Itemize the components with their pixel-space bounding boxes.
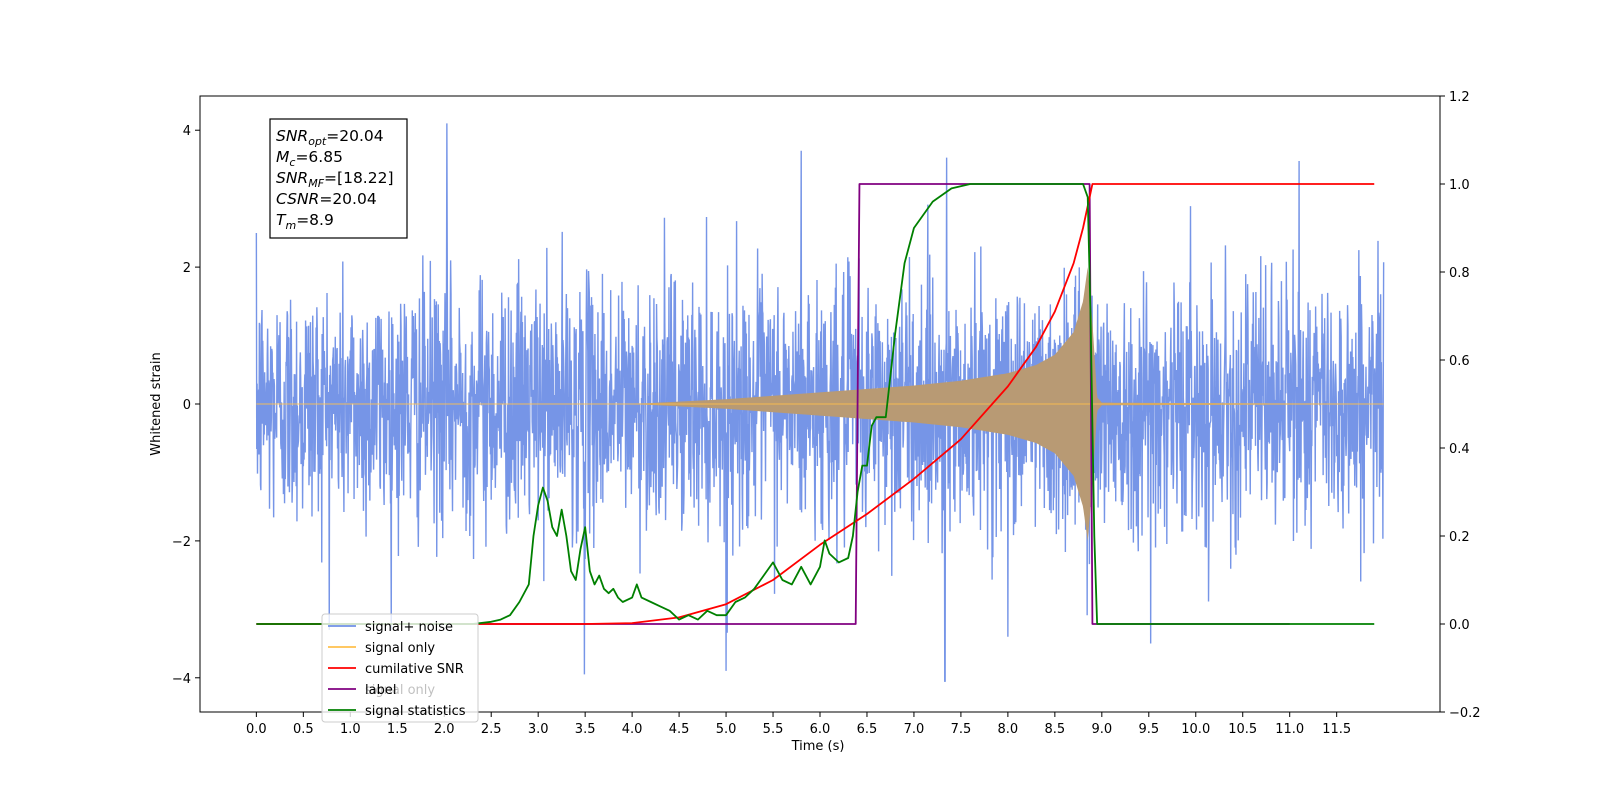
y2-axis-ticks: −0.2 0.0 0.2 0.4 0.6 0.8 1.0 1.2 [1440, 90, 1481, 721]
info-box-frame [269, 118, 408, 239]
x-axis-label: Time (s) [791, 739, 845, 754]
y2-tick-label: 0.4 [1449, 442, 1470, 457]
y-tick-label: 0 [183, 398, 191, 413]
legend-ghost-entry: signal statistics [365, 704, 466, 719]
signal-statistics-line [256, 183, 1375, 625]
legend-entry: signal statistics [365, 704, 466, 719]
legend: signal+ noise signal only cumilative SNR la… [321, 613, 479, 723]
y2-tick-label: 0.6 [1449, 354, 1470, 369]
legend-entry: signal only [365, 641, 435, 656]
y-axis-label: Whitened strain [149, 352, 164, 455]
y-axis-ticks: −4 −2 0 2 4 [172, 124, 200, 687]
x-tick-label: 11.0 [1275, 722, 1304, 737]
y-tick-label: −4 [172, 672, 191, 687]
x-tick-label: 5.5 [763, 722, 784, 737]
y-tick-label: 2 [183, 261, 191, 276]
x-tick-label: 10.0 [1181, 722, 1210, 737]
x-tick-label: 5.0 [716, 722, 737, 737]
x-tick-label: 4.0 [622, 722, 643, 737]
right-axis-series [256, 183, 1375, 625]
x-tick-label: 2.0 [434, 722, 455, 737]
x-tick-label: 9.5 [1138, 722, 1159, 737]
x-tick-label: 1.5 [387, 722, 408, 737]
x-tick-label: 0.5 [293, 722, 314, 737]
x-tick-label: 7.0 [904, 722, 925, 737]
x-tick-label: 7.5 [951, 722, 972, 737]
info-line: SNRopt=20.04 [276, 127, 384, 148]
y-tick-label: 4 [183, 124, 191, 139]
signal-only-series [256, 267, 1384, 541]
info-line: SNRMF=[18.22] [276, 169, 394, 190]
legend-ghost-entry: signal only [365, 683, 435, 698]
y2-tick-label: 1.0 [1449, 178, 1470, 193]
x-tick-label: 0.0 [246, 722, 267, 737]
x-tick-label: 9.0 [1091, 722, 1112, 737]
x-axis-ticks: 0.0 0.5 1.0 1.5 2.0 2.5 3.0 3.5 4.0 4.5 5.0 5.5 6.0 6… [246, 712, 1351, 737]
info-line: Tm=8.9 [276, 211, 334, 232]
x-tick-label: 8.0 [998, 722, 1019, 737]
signal-noise-series [255, 123, 1385, 682]
x-tick-label: 1.0 [340, 722, 361, 737]
info-line: Mc=6.85 [276, 148, 343, 169]
y2-tick-label: 0.8 [1449, 266, 1470, 281]
x-tick-label: 2.5 [481, 722, 502, 737]
x-tick-label: 6.5 [857, 722, 878, 737]
x-tick-label: 8.5 [1045, 722, 1066, 737]
legend-entry: cumilative SNR [365, 662, 464, 677]
info-annotation-box: SNRopt=20.04Mc=6.85SNRMF=[18.22]CSNR=20.… [269, 118, 408, 239]
legend-frame [321, 613, 479, 723]
y2-tick-label: 1.2 [1449, 90, 1470, 105]
y2-tick-label: 0.2 [1449, 530, 1470, 545]
x-tick-label: 10.5 [1228, 722, 1257, 737]
x-tick-label: 6.0 [810, 722, 831, 737]
y-tick-label: −2 [172, 535, 191, 550]
x-tick-label: 3.0 [528, 722, 549, 737]
y2-tick-label: −0.2 [1449, 706, 1481, 721]
legend-entry: signal+ noise [365, 620, 453, 635]
y2-tick-label: 0.0 [1449, 618, 1470, 633]
x-tick-label: 4.5 [669, 722, 690, 737]
info-line: CSNR=20.04 [276, 190, 377, 208]
x-tick-label: 3.5 [575, 722, 596, 737]
legend-entry: label [365, 683, 396, 698]
signal-noise-line [255, 123, 1385, 682]
x-tick-label: 11.5 [1322, 722, 1351, 737]
